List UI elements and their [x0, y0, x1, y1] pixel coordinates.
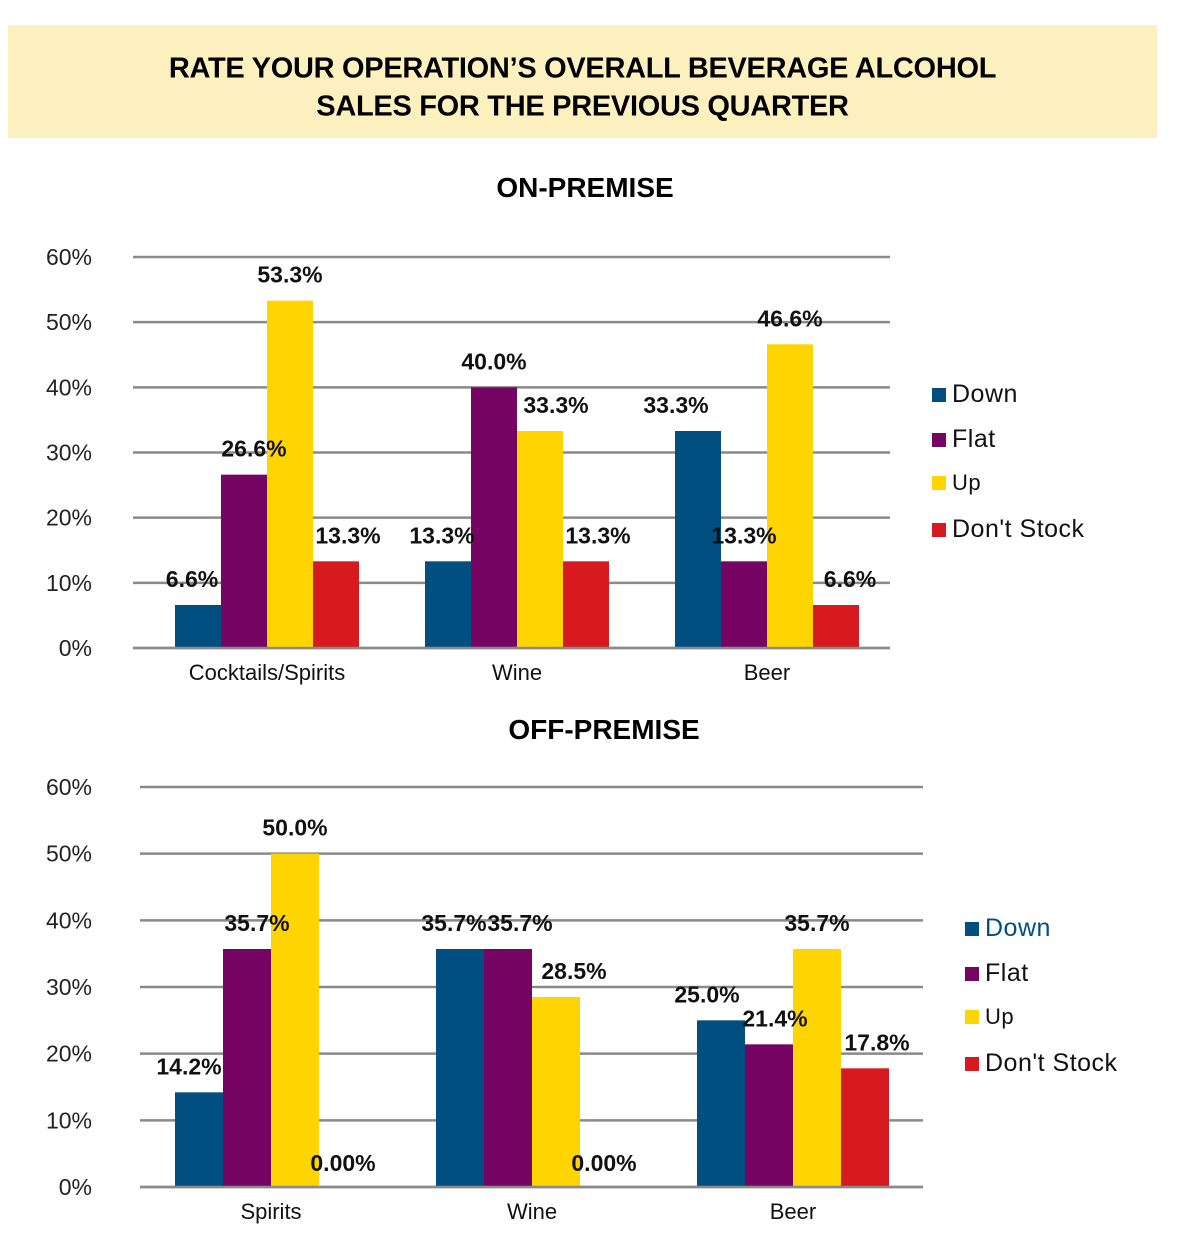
y-tick-label: 60% [46, 774, 92, 800]
data-label-wine-up: 28.5% [541, 958, 606, 984]
legend-swatch [932, 432, 946, 447]
legend-swatch [965, 1056, 979, 1071]
legend-label: Flat [985, 959, 1029, 987]
data-label-wine-up: 33.3% [523, 392, 588, 418]
legend-label: Up [985, 1004, 1015, 1029]
data-label-beer-don-t-stock: 6.6% [824, 566, 876, 592]
data-label-beer-flat: 13.3% [711, 522, 776, 548]
on-premise-chart: 0% 10% 20% 30% 40% 50% 60% 6.6% 26.6% 53.3% 13.3% 1… [46, 244, 890, 685]
data-label-spirits-up: 50.0% [262, 815, 327, 841]
legend-item-down: Down [965, 914, 1051, 943]
bar-wine-down [425, 561, 471, 648]
y-tick-label: 40% [46, 907, 92, 933]
bar-beer-don-t-stock [813, 604, 859, 648]
x-category-label: Beer [744, 660, 790, 685]
data-label-cocktails-spirits-down: 6.6% [166, 566, 218, 592]
data-label-spirits-flat: 35.7% [224, 910, 289, 936]
bar-beer-down [675, 430, 721, 648]
bar-beer-flat [721, 561, 767, 648]
y-tick-label: 30% [46, 974, 92, 1000]
bar-wine-don-t-stock [563, 561, 609, 648]
data-label-beer-up: 35.7% [784, 910, 849, 936]
y-tick-label: 0% [59, 1174, 92, 1200]
bar-beer-up [767, 344, 813, 648]
data-label-wine-don-t-stock: 0.00% [571, 1150, 636, 1176]
data-label-wine-down: 13.3% [409, 522, 474, 548]
bar-wine-flat [484, 949, 532, 1187]
bar-beer-don-t-stock [841, 1068, 889, 1187]
x-category-label: Beer [770, 1199, 816, 1224]
bar-cocktails-spirits-don-t-stock [313, 561, 359, 648]
y-tick-label: 30% [46, 440, 92, 466]
y-tick-label: 10% [46, 1107, 92, 1133]
y-tick-label: 60% [46, 244, 92, 270]
legend-item-up: Up [965, 1004, 1014, 1030]
bar-beer-up [793, 949, 841, 1187]
y-tick-label: 0% [59, 635, 92, 661]
legend-label: Don't Stock [952, 515, 1085, 543]
bar-wine-flat [471, 387, 517, 648]
legend-label: Flat [952, 425, 996, 453]
x-category-label: Cocktails/Spirits [189, 660, 345, 685]
bar-cocktails-spirits-down [175, 604, 221, 648]
y-tick-label: 20% [46, 505, 92, 531]
bar-wine-up [532, 997, 580, 1187]
bar-beer-down [697, 1020, 745, 1187]
data-label-wine-down: 35.7% [421, 910, 486, 936]
y-tick-label: 50% [46, 841, 92, 867]
bar-wine-up [517, 430, 563, 648]
x-category-label: Wine [507, 1199, 557, 1224]
bar-cocktails-spirits-up [267, 300, 313, 648]
legend-swatch [932, 476, 946, 490]
data-label-wine-flat: 35.7% [487, 910, 552, 936]
legend-label: Down [952, 380, 1018, 408]
bar-spirits-flat [223, 949, 271, 1187]
bar-beer-flat [745, 1044, 793, 1187]
x-category-label: Spirits [240, 1199, 301, 1224]
data-label-beer-don-t-stock: 17.8% [844, 1029, 909, 1055]
y-tick-label: 50% [46, 309, 92, 335]
y-tick-label: 20% [46, 1041, 92, 1067]
legend-item-don-t-stock: Don't Stock [932, 515, 1085, 544]
y-tick-label: 40% [46, 374, 92, 400]
legend-label: Don't Stock [985, 1049, 1118, 1077]
bar-wine-down [436, 949, 484, 1187]
x-category-label: Wine [492, 660, 542, 685]
bar-spirits-down [175, 1092, 223, 1187]
banner-title-line-2: SALES FOR THE PREVIOUS QUARTER [316, 90, 849, 123]
legend-swatch [965, 921, 979, 936]
data-label-wine-flat: 40.0% [461, 348, 526, 374]
y-tick-label: 10% [46, 570, 92, 596]
bar-cocktails-spirits-flat [221, 474, 267, 648]
off-premise-chart-title: OFF-PREMISE [508, 714, 700, 745]
legend-swatch [965, 1010, 979, 1024]
data-label-spirits-don-t-stock: 0.00% [310, 1150, 375, 1176]
data-label-beer-down: 33.3% [643, 392, 708, 418]
data-label-beer-up: 46.6% [757, 305, 822, 331]
title-banner: RATE YOUR OPERATION’S OVERALL BEVERAGE A… [8, 25, 1157, 138]
legend-label: Down [985, 914, 1051, 942]
bar-spirits-up [271, 853, 319, 1187]
legend-swatch [932, 522, 946, 537]
data-label-cocktails-spirits-don-t-stock: 13.3% [315, 522, 380, 548]
legend-item-don-t-stock: Don't Stock [965, 1049, 1118, 1078]
data-label-cocktails-spirits-up: 53.3% [257, 262, 322, 288]
data-label-wine-don-t-stock: 13.3% [565, 522, 630, 548]
banner-title-line-1: RATE YOUR OPERATION’S OVERALL BEVERAGE A… [168, 52, 997, 85]
legend-item-flat: Flat [965, 959, 1029, 988]
off-premise-chart: 0% 10% 20% 30% 40% 50% 60% 14.2% 35.7% 50.0% 0.00%… [46, 774, 923, 1224]
legend-item-down: Down [932, 380, 1018, 409]
legend-label: Up [952, 470, 982, 495]
data-label-beer-flat: 21.4% [742, 1005, 807, 1031]
data-label-cocktails-spirits-flat: 26.6% [221, 436, 286, 462]
on-premise-chart-title: ON-PREMISE [496, 172, 674, 203]
data-label-beer-down: 25.0% [674, 981, 739, 1007]
legend-swatch [965, 966, 979, 981]
legend-item-up: Up [932, 470, 981, 496]
legend-item-flat: Flat [932, 425, 996, 454]
legend-swatch [932, 387, 946, 402]
data-label-spirits-down: 14.2% [156, 1053, 221, 1079]
